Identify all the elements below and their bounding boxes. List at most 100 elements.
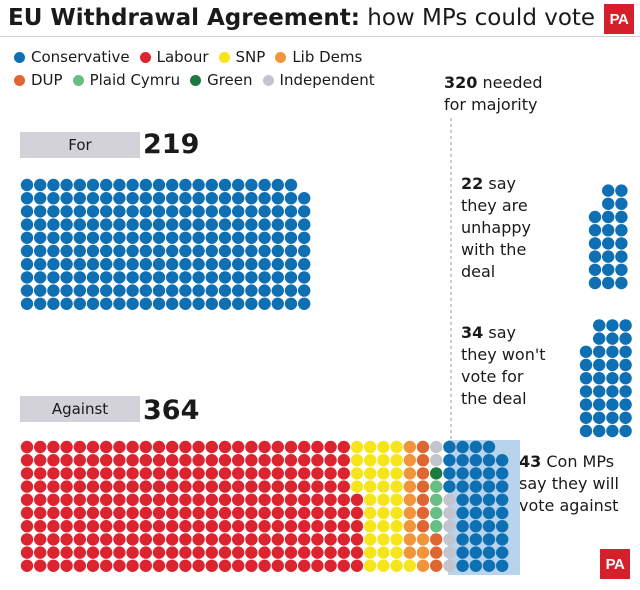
against-dot-labour xyxy=(60,559,73,572)
against-dot-snp xyxy=(390,546,403,559)
for-dot xyxy=(20,192,34,205)
against-dot-labour xyxy=(245,546,258,559)
against-dot-labour xyxy=(179,480,192,493)
for-dot xyxy=(34,231,47,244)
against-dot-labour xyxy=(139,467,152,480)
against-dot-labour xyxy=(34,467,47,480)
for-dot xyxy=(205,284,218,297)
legend-dot-dup xyxy=(14,75,25,86)
against-dot-labour xyxy=(166,546,179,559)
against-dot-labour xyxy=(324,454,337,467)
for-dot xyxy=(205,178,218,192)
against-dot-labour xyxy=(113,467,126,480)
against-dot-labour xyxy=(337,493,350,506)
against-dot-labour xyxy=(337,467,350,480)
for-dot xyxy=(126,258,139,271)
for-dot xyxy=(192,244,205,258)
for-dot xyxy=(179,258,192,271)
against-dot-snp xyxy=(364,480,377,493)
wont-vote-annotation: 34 say they won't vote for the deal xyxy=(461,322,546,410)
for-dot xyxy=(47,258,60,271)
chart-title: EU Withdrawal Agreement: how MPs could v… xyxy=(8,4,595,32)
wont-vote-dot xyxy=(619,319,632,332)
for-dot xyxy=(218,271,232,284)
for-dot xyxy=(20,271,34,284)
for-dot xyxy=(73,218,87,231)
for-dot xyxy=(218,244,232,258)
wont-vote-number: 34 xyxy=(461,323,484,342)
for-dot xyxy=(258,244,271,258)
against-dot-labour xyxy=(86,546,100,559)
against-dot-labour xyxy=(298,480,311,493)
con-against-annotation: 43 Con MPs say they will vote against xyxy=(519,451,619,517)
against-dot-labour xyxy=(60,506,73,520)
for-dot xyxy=(47,244,60,258)
for-dot xyxy=(20,218,34,231)
against-dot-labour xyxy=(179,533,192,546)
against-dot-labour xyxy=(113,533,126,546)
unhappy-dot xyxy=(615,210,628,224)
for-dot xyxy=(86,297,100,310)
against-dot-labour xyxy=(126,467,139,480)
against-dot-labour xyxy=(60,454,73,467)
against-dot-independent xyxy=(430,454,443,467)
for-dot xyxy=(232,244,245,258)
unhappy-line-5: deal xyxy=(461,262,496,281)
against-dot-labour xyxy=(47,533,60,546)
for-dot xyxy=(245,205,258,218)
against-dot-conservative xyxy=(496,467,509,480)
for-dot xyxy=(47,271,60,284)
against-dot-labour xyxy=(205,546,218,559)
for-dot xyxy=(20,284,34,297)
for-dot xyxy=(100,258,113,271)
for-dot xyxy=(126,244,139,258)
against-dot-labour xyxy=(152,493,166,506)
against-dot-labour xyxy=(166,440,179,454)
against-dot-conservative xyxy=(496,493,509,506)
unhappy-dot xyxy=(602,276,615,290)
for-dot xyxy=(152,258,166,271)
against-dot-labour xyxy=(166,493,179,506)
against-dot-labour xyxy=(139,440,152,454)
for-dot xyxy=(139,192,152,205)
for-dot xyxy=(218,284,232,297)
against-dot-labour xyxy=(337,546,350,559)
unhappy-dot xyxy=(588,237,602,250)
against-dot-snp xyxy=(377,480,390,493)
against-dot-labour xyxy=(298,520,311,533)
against-dot-labour xyxy=(218,520,232,533)
against-dot-labour xyxy=(152,467,166,480)
wont-vote-dot xyxy=(606,398,619,411)
for-dot xyxy=(166,218,179,231)
against-dot-labour xyxy=(245,480,258,493)
wont-vote-dot xyxy=(579,398,593,411)
for-dot xyxy=(152,271,166,284)
for-dot xyxy=(86,178,100,192)
against-dot-labour xyxy=(126,440,139,454)
for-dot xyxy=(126,218,139,231)
for-dot xyxy=(232,178,245,192)
against-dot-labour xyxy=(60,546,73,559)
against-dot-independent xyxy=(430,440,443,454)
legend-item-green: Green xyxy=(190,69,253,92)
for-dot xyxy=(258,271,271,284)
for-dot xyxy=(73,178,87,192)
unhappy-line-3: unhappy xyxy=(461,218,532,237)
for-dot xyxy=(20,297,34,310)
against-dot-labour xyxy=(47,559,60,572)
against-dot-labour xyxy=(298,440,311,454)
against-dot-dup xyxy=(416,467,430,480)
for-dot xyxy=(232,218,245,231)
against-dot-snp xyxy=(377,493,390,506)
for-dot xyxy=(271,178,284,192)
against-dot-labour xyxy=(139,454,152,467)
against-dot-labour xyxy=(232,440,245,454)
against-dot-lib-dems xyxy=(416,533,430,546)
against-dot-labour xyxy=(311,440,324,454)
against-dot-labour xyxy=(192,546,205,559)
unhappy-dot xyxy=(602,210,615,224)
against-dot-labour xyxy=(218,559,232,572)
against-dot-labour xyxy=(258,559,271,572)
against-dot-labour xyxy=(245,533,258,546)
against-dot-labour xyxy=(47,440,60,454)
